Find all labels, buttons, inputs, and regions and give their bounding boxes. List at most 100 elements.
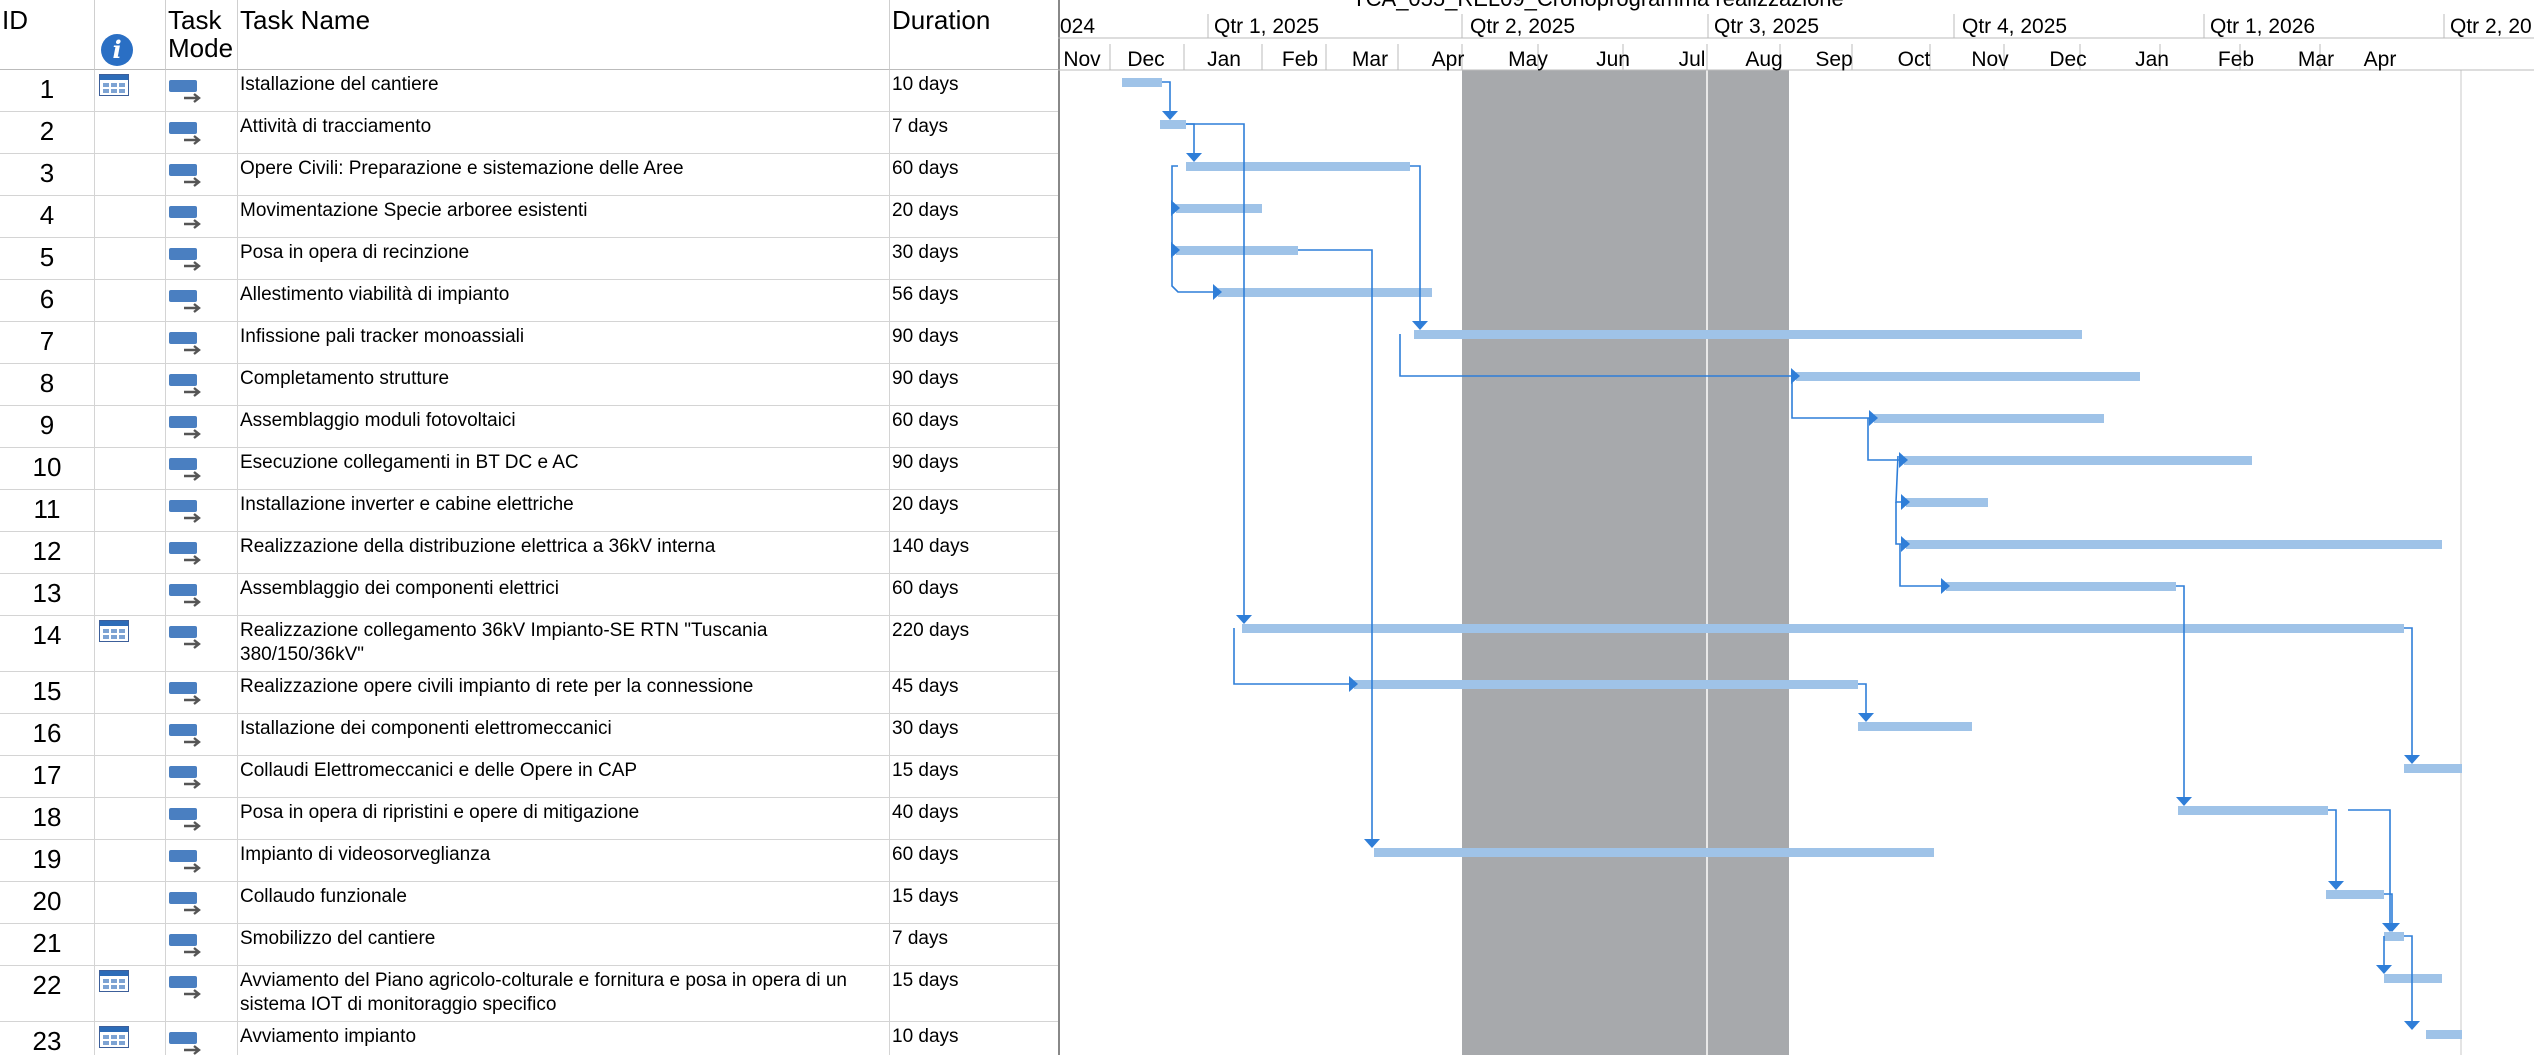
task-mode-cell[interactable] xyxy=(166,280,238,321)
table-row[interactable]: 18 Posa in opera di ripristini e opere di… xyxy=(0,798,1058,840)
task-name[interactable]: Posa in opera di recinzione xyxy=(238,238,890,279)
task-name[interactable]: Collaudo funzionale xyxy=(238,882,890,923)
task-mode-cell[interactable] xyxy=(166,672,238,713)
task-name[interactable]: Realizzazione della distribuzione elettr… xyxy=(238,532,890,573)
task-duration[interactable]: 60 days xyxy=(892,578,959,599)
table-row[interactable]: 10 Esecuzione collegamenti in BT DC e AC 9… xyxy=(0,448,1058,490)
task-duration[interactable]: 20 days xyxy=(892,494,959,515)
table-row[interactable]: 13 Assemblaggio dei componenti elettrici 6… xyxy=(0,574,1058,616)
task-duration[interactable]: 90 days xyxy=(892,326,959,347)
table-row[interactable]: 22 Avviamento del Piano agricolo-coltural… xyxy=(0,966,1058,1022)
task-duration[interactable]: 60 days xyxy=(892,844,959,865)
task-name[interactable]: Esecuzione collegamenti in BT DC e AC xyxy=(238,448,890,489)
table-row[interactable]: 2 Attività di tracciamento 7 days xyxy=(0,112,1058,154)
column-header-task-mode[interactable]: Task Mode xyxy=(166,0,238,70)
task-duration[interactable]: 15 days xyxy=(892,970,959,991)
table-row[interactable]: 16 Istallazione dei componenti elettromec… xyxy=(0,714,1058,756)
task-mode-cell[interactable] xyxy=(166,406,238,447)
table-row[interactable]: 1 Istallazione del cantiere 10 days xyxy=(0,70,1058,112)
task-mode-cell[interactable] xyxy=(166,756,238,797)
task-name[interactable]: Opere Civili: Preparazione e sistemazion… xyxy=(238,154,890,195)
task-mode-cell[interactable] xyxy=(166,616,238,671)
task-duration[interactable]: 45 days xyxy=(892,676,959,697)
task-name[interactable]: Smobilizzo del cantiere xyxy=(238,924,890,965)
table-row[interactable]: 17 Collaudi Elettromeccanici e delle Oper… xyxy=(0,756,1058,798)
task-mode-cell[interactable] xyxy=(166,714,238,755)
task-duration[interactable]: 15 days xyxy=(892,886,959,907)
task-name[interactable]: Realizzazione collegamento 36kV Impianto… xyxy=(238,616,890,671)
task-mode-cell[interactable] xyxy=(166,70,238,111)
task-duration[interactable]: 220 days xyxy=(892,620,970,641)
gantt-chart[interactable]: 024 Qtr 1, 2025 Qtr 2, 2025 Qtr 3, 2025 Qtr … xyxy=(1058,0,2534,1055)
task-mode-cell[interactable] xyxy=(166,490,238,531)
task-mode-cell[interactable] xyxy=(166,840,238,881)
table-row[interactable]: 23 Avviamento impianto 10 days xyxy=(0,1022,1058,1055)
task-name[interactable]: Avviamento del Piano agricolo-colturale … xyxy=(238,966,890,1021)
table-row[interactable]: 19 Impianto di videosorveglianza 60 days xyxy=(0,840,1058,882)
task-duration[interactable]: 10 days xyxy=(892,1026,959,1047)
task-duration[interactable]: 15 days xyxy=(892,760,959,781)
task-duration[interactable]: 56 days xyxy=(892,284,959,305)
task-id: 1 xyxy=(0,70,95,111)
task-name[interactable]: Installazione inverter e cabine elettric… xyxy=(238,490,890,531)
table-row[interactable]: 15 Realizzazione opere civili impianto di… xyxy=(0,672,1058,714)
task-duration[interactable]: 30 days xyxy=(892,718,959,739)
task-duration[interactable]: 60 days xyxy=(892,410,959,431)
table-row[interactable]: 8 Completamento strutture 90 days xyxy=(0,364,1058,406)
task-mode-cell[interactable] xyxy=(166,966,238,1021)
task-mode-cell[interactable] xyxy=(166,574,238,615)
task-name[interactable]: Allestimento viabilità di impianto xyxy=(238,280,890,321)
task-duration[interactable]: 7 days xyxy=(892,116,948,137)
table-row[interactable]: 12 Realizzazione della distribuzione elet… xyxy=(0,532,1058,574)
task-duration[interactable]: 30 days xyxy=(892,242,959,263)
task-name[interactable]: Infissione pali tracker monoassiali xyxy=(238,322,890,363)
task-name[interactable]: Istallazione del cantiere xyxy=(238,70,890,111)
task-name[interactable]: Assemblaggio moduli fotovoltaici xyxy=(238,406,890,447)
task-duration[interactable]: 7 days xyxy=(892,928,948,949)
task-mode-cell[interactable] xyxy=(166,364,238,405)
task-name[interactable]: Posa in opera di ripristini e opere di m… xyxy=(238,798,890,839)
table-row[interactable]: 3 Opere Civili: Preparazione e sistemazio… xyxy=(0,154,1058,196)
table-row[interactable]: 7 Infissione pali tracker monoassiali 90 d… xyxy=(0,322,1058,364)
task-mode-cell[interactable] xyxy=(166,112,238,153)
table-row[interactable]: 5 Posa in opera di recinzione 30 days xyxy=(0,238,1058,280)
table-row[interactable]: 20 Collaudo funzionale 15 days xyxy=(0,882,1058,924)
task-duration[interactable]: 20 days xyxy=(892,200,959,221)
task-duration[interactable]: 90 days xyxy=(892,452,959,473)
task-duration[interactable]: 90 days xyxy=(892,368,959,389)
task-mode-cell[interactable] xyxy=(166,798,238,839)
table-row[interactable]: 4 Movimentazione Specie arboree esistenti… xyxy=(0,196,1058,238)
gantt-canvas[interactable]: 024 Qtr 1, 2025 Qtr 2, 2025 Qtr 3, 2025 Qtr … xyxy=(1058,0,2534,1055)
task-name[interactable]: Istallazione dei componenti elettromecca… xyxy=(238,714,890,755)
task-name[interactable]: Avviamento impianto xyxy=(238,1022,890,1055)
task-duration[interactable]: 140 days xyxy=(892,536,970,557)
task-name[interactable]: Assemblaggio dei componenti elettrici xyxy=(238,574,890,615)
task-name[interactable]: Realizzazione opere civili impianto di r… xyxy=(238,672,890,713)
task-mode-cell[interactable] xyxy=(166,238,238,279)
task-name[interactable]: Attività di tracciamento xyxy=(238,112,890,153)
table-row[interactable]: 6 Allestimento viabilità di impianto 56 da… xyxy=(0,280,1058,322)
task-mode-cell[interactable] xyxy=(166,322,238,363)
table-row[interactable]: 21 Smobilizzo del cantiere 7 days xyxy=(0,924,1058,966)
column-header-indicators[interactable]: i xyxy=(95,0,166,70)
column-header-duration[interactable]: Duration xyxy=(890,0,1058,70)
task-mode-cell[interactable] xyxy=(166,924,238,965)
task-duration[interactable]: 60 days xyxy=(892,158,959,179)
column-header-task-name[interactable]: Task Name xyxy=(238,0,890,70)
task-mode-cell[interactable] xyxy=(166,448,238,489)
task-name[interactable]: Impianto di videosorveglianza xyxy=(238,840,890,881)
task-mode-cell[interactable] xyxy=(166,882,238,923)
column-header-id[interactable]: ID xyxy=(0,0,95,70)
table-row[interactable]: 9 Assemblaggio moduli fotovoltaici 60 days xyxy=(0,406,1058,448)
task-name[interactable]: Movimentazione Specie arboree esistenti xyxy=(238,196,890,237)
task-mode-cell[interactable] xyxy=(166,154,238,195)
task-mode-cell[interactable] xyxy=(166,1022,238,1055)
task-mode-cell[interactable] xyxy=(166,532,238,573)
table-row[interactable]: 11 Installazione inverter e cabine elettr… xyxy=(0,490,1058,532)
table-row[interactable]: 14 Realizzazione collegamento 36kV Impian… xyxy=(0,616,1058,672)
task-name[interactable]: Completamento strutture xyxy=(238,364,890,405)
task-duration[interactable]: 40 days xyxy=(892,802,959,823)
task-name[interactable]: Collaudi Elettromeccanici e delle Opere … xyxy=(238,756,890,797)
task-duration[interactable]: 10 days xyxy=(892,74,959,95)
task-mode-cell[interactable] xyxy=(166,196,238,237)
